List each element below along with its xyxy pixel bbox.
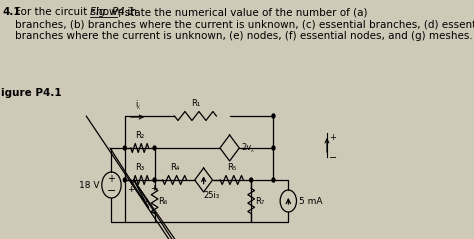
Text: R₇: R₇ bbox=[255, 196, 264, 206]
Text: branches, (b) branches where the current is unknown, (c) essential branches, (d): branches, (b) branches where the current… bbox=[15, 19, 474, 29]
Text: 5 mA: 5 mA bbox=[299, 196, 322, 206]
Text: 25i₃: 25i₃ bbox=[204, 190, 220, 200]
Text: −: − bbox=[107, 186, 116, 196]
Circle shape bbox=[272, 114, 275, 118]
Text: +: + bbox=[150, 184, 157, 193]
Text: +: + bbox=[127, 185, 135, 194]
Text: −: − bbox=[329, 153, 337, 163]
Text: branches where the current is unknown, (e) nodes, (f) essential nodes, and (g) m: branches where the current is unknown, (… bbox=[15, 31, 473, 41]
Circle shape bbox=[250, 178, 253, 182]
Circle shape bbox=[272, 178, 275, 182]
Text: For the circuit shown in: For the circuit shown in bbox=[15, 7, 140, 17]
Text: i⁁: i⁁ bbox=[135, 100, 140, 109]
Circle shape bbox=[123, 178, 127, 182]
Text: R₁: R₁ bbox=[191, 99, 200, 108]
Circle shape bbox=[123, 146, 127, 150]
Text: Fig. P4.1: Fig. P4.1 bbox=[90, 7, 135, 17]
Circle shape bbox=[153, 146, 156, 150]
Text: R₂: R₂ bbox=[135, 131, 144, 140]
Text: v⁁: v⁁ bbox=[143, 196, 150, 206]
Text: R₅: R₅ bbox=[227, 163, 237, 172]
Text: 18 V: 18 V bbox=[79, 180, 100, 190]
Text: R₆: R₆ bbox=[158, 196, 167, 206]
Text: R₄: R₄ bbox=[170, 163, 179, 172]
Text: , state the numerical value of the number of (a): , state the numerical value of the numbe… bbox=[118, 7, 367, 17]
Text: igure P4.1: igure P4.1 bbox=[1, 88, 62, 98]
Text: R₃: R₃ bbox=[135, 163, 144, 172]
Circle shape bbox=[272, 146, 275, 150]
Text: +: + bbox=[329, 133, 336, 142]
Text: 2v⁁: 2v⁁ bbox=[242, 143, 254, 152]
Text: −: − bbox=[150, 208, 158, 218]
Text: +: + bbox=[108, 174, 116, 184]
Text: 4.1: 4.1 bbox=[2, 7, 21, 17]
Circle shape bbox=[153, 178, 156, 182]
